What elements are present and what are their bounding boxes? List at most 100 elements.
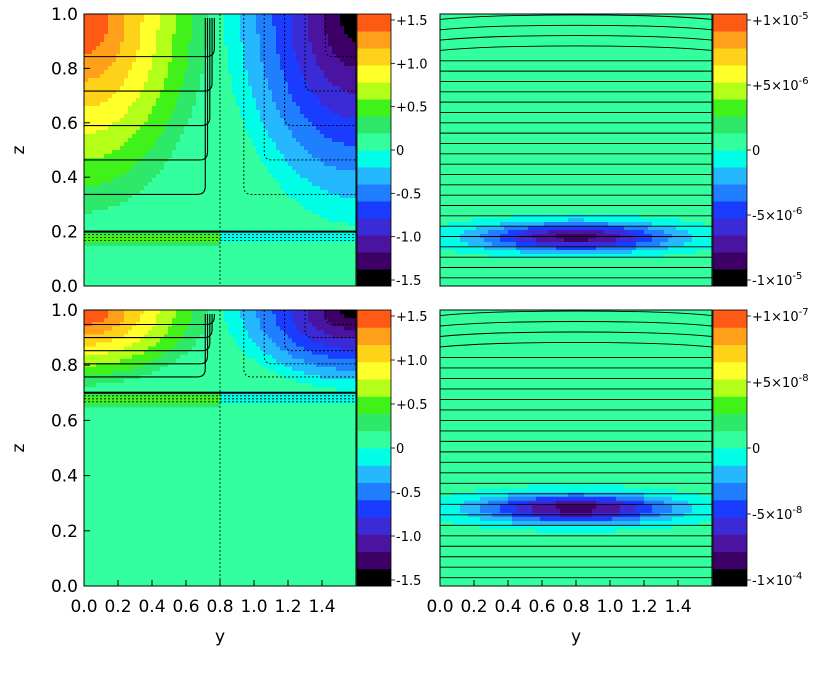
heat-cell xyxy=(240,30,245,35)
heat-cell xyxy=(304,238,309,243)
heat-cell xyxy=(124,210,129,215)
colorbar-swatch xyxy=(357,252,391,270)
heat-cell xyxy=(92,162,97,167)
heat-cell xyxy=(292,238,297,243)
heat-cell xyxy=(316,162,321,167)
heat-cell xyxy=(104,90,109,95)
heat-cell xyxy=(120,26,125,31)
heat-cell xyxy=(276,134,281,139)
heat-cell xyxy=(324,122,329,127)
heat-cell xyxy=(188,206,193,211)
heat-cell xyxy=(204,282,209,286)
heat-cell xyxy=(448,130,453,135)
heat-cell xyxy=(272,62,277,67)
heat-cell xyxy=(196,142,201,147)
heat-cell xyxy=(312,182,317,187)
heat-cell xyxy=(340,70,345,75)
heat-cell xyxy=(308,186,313,191)
heat-cell xyxy=(200,262,205,267)
heat-cell xyxy=(348,126,353,131)
heat-cell xyxy=(252,62,257,67)
heat-cell xyxy=(264,98,269,103)
heat-cell xyxy=(124,86,129,91)
heat-cell xyxy=(164,18,169,23)
heat-cell xyxy=(84,58,89,63)
heat-cell xyxy=(124,142,129,147)
heat-cell xyxy=(304,34,309,39)
heat-cell xyxy=(336,282,341,286)
heat-cell xyxy=(288,90,293,95)
heat-cell xyxy=(296,206,301,211)
heat-cell xyxy=(156,118,161,123)
heat-cell xyxy=(136,242,141,247)
heat-cell xyxy=(328,146,333,151)
heat-cell xyxy=(276,258,281,263)
heat-cell xyxy=(116,146,121,151)
heat-cell xyxy=(196,150,201,155)
heat-cell xyxy=(240,278,245,283)
heat-cell xyxy=(192,234,197,239)
heat-cell xyxy=(196,166,201,171)
heat-cell xyxy=(344,94,349,99)
heat-cell xyxy=(116,214,121,219)
heat-cell xyxy=(132,262,137,267)
heat-cell xyxy=(272,174,277,179)
heat-cell xyxy=(232,234,237,239)
heat-cell xyxy=(192,146,197,151)
heat-cell xyxy=(324,110,329,115)
heat-cell xyxy=(84,250,89,255)
heat-cell xyxy=(248,90,253,95)
heat-cell xyxy=(160,126,165,131)
heat-cell xyxy=(140,190,145,195)
heat-cell xyxy=(212,198,217,203)
heat-cell xyxy=(100,222,105,227)
heat-cell xyxy=(160,74,165,79)
heat-cell xyxy=(164,82,169,87)
heat-cell xyxy=(304,118,309,123)
heat-cell xyxy=(304,110,309,115)
heat-cell xyxy=(228,270,233,275)
heat-cell xyxy=(352,82,356,87)
heat-cell xyxy=(300,254,305,259)
heat-cell xyxy=(212,94,217,99)
heat-cell xyxy=(268,190,273,195)
heat-cell xyxy=(300,74,305,79)
heat-cell xyxy=(240,166,245,171)
heat-cell xyxy=(88,266,93,271)
heat-cell xyxy=(328,258,333,263)
heat-cell xyxy=(168,138,173,143)
heat-cell xyxy=(144,22,149,27)
heat-cell xyxy=(184,254,189,259)
heat-cell xyxy=(272,34,277,39)
heat-cell xyxy=(260,86,265,91)
heat-cell xyxy=(340,78,345,83)
heat-cell xyxy=(312,98,317,103)
heat-cell xyxy=(284,58,289,63)
heat-cell xyxy=(212,266,217,271)
heat-cell xyxy=(332,14,337,19)
heat-cell xyxy=(192,78,197,83)
heat-cell xyxy=(116,134,121,139)
heat-cell xyxy=(152,278,157,283)
heat-cell xyxy=(280,122,285,127)
heat-cell xyxy=(152,174,157,179)
heat-cell xyxy=(156,174,161,179)
heat-cell xyxy=(272,162,277,167)
heat-cell xyxy=(120,198,125,203)
heat-cell xyxy=(96,130,101,135)
heat-cell xyxy=(124,262,129,267)
heat-cell xyxy=(204,26,209,31)
heat-cell xyxy=(116,258,121,263)
heat-cell xyxy=(180,130,185,135)
heat-cell xyxy=(192,206,197,211)
heat-cell xyxy=(228,166,233,171)
heat-cell xyxy=(156,110,161,115)
heat-cell xyxy=(196,194,201,199)
heat-cell xyxy=(328,222,333,227)
heat-cell xyxy=(124,190,129,195)
heat-cell xyxy=(100,218,105,223)
heat-cell xyxy=(244,22,249,27)
colorbar-swatch xyxy=(357,65,391,83)
heat-cell xyxy=(332,222,337,227)
heat-cell xyxy=(240,18,245,23)
